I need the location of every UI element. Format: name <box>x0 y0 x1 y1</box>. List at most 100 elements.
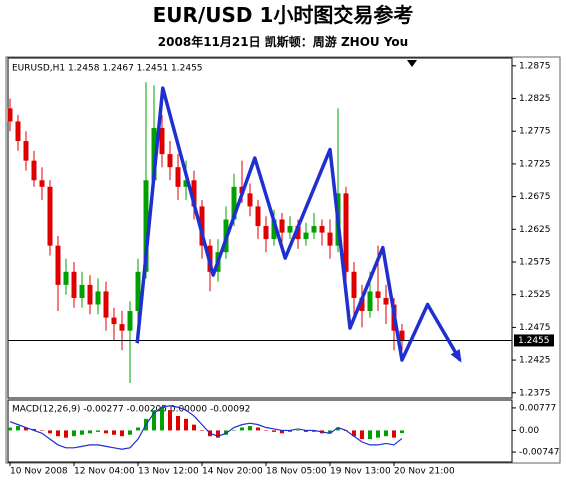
macd-bar <box>368 430 372 440</box>
candle-body <box>7 108 13 122</box>
macd-bar <box>112 430 116 435</box>
candle-body <box>175 167 181 187</box>
macd-bar <box>264 430 268 431</box>
candle-body <box>191 180 197 207</box>
candle-body <box>135 271 141 312</box>
candle-body <box>63 271 69 285</box>
y-tick-label: -0.00747 <box>519 448 559 458</box>
y-tick-label: 1.2375 <box>519 388 551 398</box>
macd-line <box>9 405 403 450</box>
wave-line <box>135 86 462 362</box>
macd-bar <box>168 410 172 431</box>
candle-body <box>151 127 157 181</box>
macd-bar <box>64 430 68 438</box>
candle-body <box>23 141 29 161</box>
x-tick-label: 18 Nov 05:00 <box>266 467 327 477</box>
candle-body <box>39 180 45 187</box>
macd-bar <box>24 427 28 431</box>
macd-bar <box>384 430 388 437</box>
macd-bar <box>216 430 220 438</box>
frame <box>5 56 561 464</box>
macd-bar <box>8 427 12 431</box>
macd-bar <box>192 424 196 431</box>
macd-bar <box>400 430 404 434</box>
candle-body <box>351 271 357 298</box>
macd-bar <box>248 426 252 431</box>
macd-bar <box>288 430 292 432</box>
macd-bar <box>328 430 332 434</box>
macd-bar <box>336 427 340 431</box>
price-header: EURUSD,H1 1.2458 1.2467 1.2451 1.2455 <box>12 64 203 74</box>
macd-header: MACD(12,26,9) -0.00277 -0.00205 0.00000 … <box>12 405 250 415</box>
macd-bar <box>376 430 380 438</box>
macd-bar <box>312 430 316 432</box>
y-tick-label: 1.2875 <box>519 61 551 71</box>
candle-body <box>311 226 317 233</box>
candle-body <box>327 232 333 246</box>
macd-bar <box>256 427 260 431</box>
candle-body <box>383 297 389 305</box>
y-tick-label: 1.2575 <box>519 258 551 268</box>
macd-bar <box>80 430 84 435</box>
macd-bar <box>160 407 164 431</box>
y-tick-label: 1.2475 <box>519 323 551 333</box>
candle-body <box>119 324 125 331</box>
candle-body <box>103 291 109 318</box>
x-tick-label: 13 Nov 12:00 <box>138 467 199 477</box>
macd-bar <box>392 430 396 438</box>
macd-bar <box>104 430 108 434</box>
candle-body <box>255 206 261 227</box>
candle-body <box>47 186 53 246</box>
macd-bar <box>56 430 60 437</box>
macd-bar <box>128 430 132 435</box>
candle-body <box>263 226 269 240</box>
candle-body <box>279 219 285 233</box>
candle-body <box>247 193 253 207</box>
candle-body <box>367 291 373 312</box>
y-tick-label: 0.00777 <box>519 403 556 413</box>
chart-subtitle: 2008年11月21日 凯斯顿：周游 ZHOU You <box>158 34 408 49</box>
shift-marker <box>407 60 417 67</box>
macd-bar <box>352 430 356 437</box>
y-tick-label: 0.00 <box>519 426 539 436</box>
macd-bar <box>72 430 76 437</box>
candle-body <box>71 271 77 298</box>
macd-bar <box>304 430 308 432</box>
macd-bar <box>16 426 20 431</box>
last-price-box <box>514 334 554 347</box>
candle-body <box>295 226 301 240</box>
macd-bar <box>136 427 140 431</box>
candle-body <box>87 284 93 305</box>
macd-bar <box>120 430 124 437</box>
y-tick-label: 1.2425 <box>519 356 551 366</box>
candle-body <box>15 121 21 142</box>
candle-body <box>167 154 173 168</box>
macd-bar <box>48 430 52 434</box>
macd-bar <box>280 430 284 434</box>
candle-body <box>95 291 101 305</box>
candle-body <box>143 180 149 272</box>
candle-body <box>271 219 277 240</box>
y-tick-label: 1.2525 <box>519 290 551 300</box>
y-tick-label: 1.2625 <box>519 225 551 235</box>
y-tick-label: 1.2725 <box>519 159 551 169</box>
macd-bar <box>184 418 188 431</box>
candle-body <box>55 245 61 285</box>
candle-body <box>231 186 237 220</box>
candle-body <box>111 317 117 325</box>
macd-bar <box>272 430 276 432</box>
x-tick-label: 20 Nov 21:00 <box>394 467 455 477</box>
macd-bar <box>152 410 156 431</box>
x-tick-label: 19 Nov 13:00 <box>330 467 391 477</box>
candle-body <box>79 284 85 298</box>
macd-bar <box>88 430 92 434</box>
price-panel <box>7 57 513 399</box>
candle-body <box>199 206 205 246</box>
y-tick-label: 1.2825 <box>519 94 551 104</box>
macd-bar <box>32 428 36 431</box>
candle-body <box>31 160 37 181</box>
wave-arrowhead <box>450 349 462 363</box>
macd-bar <box>96 430 100 432</box>
y-tick-label: 1.2675 <box>519 192 551 202</box>
